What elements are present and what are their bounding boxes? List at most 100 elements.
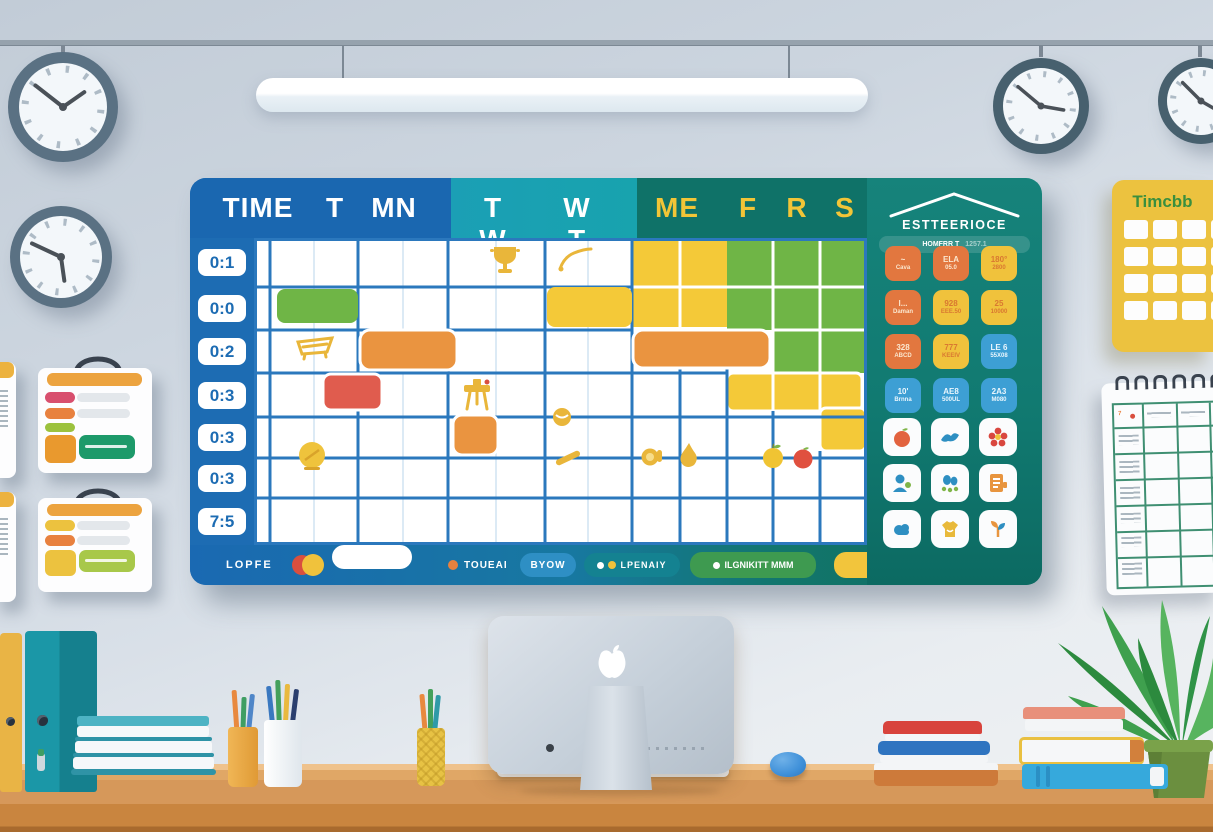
calendar-header-dot — [1130, 413, 1136, 419]
apple-yellow-icon — [763, 443, 783, 468]
calendar-header-scribble — [1181, 410, 1206, 417]
bird-icon — [931, 418, 969, 456]
card-line — [77, 536, 130, 545]
card-scribbles — [0, 518, 8, 558]
ball-icon — [553, 408, 571, 426]
legend-yellow-dot — [302, 554, 324, 576]
time-label: 0:3 — [198, 382, 246, 409]
header-segment-blue — [190, 178, 451, 238]
snail-icon — [641, 448, 662, 466]
calendar-title: Timcbb — [1132, 192, 1193, 211]
stat-badge: 2A3 M080 — [981, 378, 1017, 413]
calendar-scribble — [1118, 434, 1139, 446]
ceiling-rail — [0, 40, 1213, 46]
monitor-stand — [580, 686, 652, 790]
clock-hanger — [61, 45, 65, 57]
document-icon — [979, 464, 1017, 502]
cart-icon — [295, 336, 335, 361]
timetable-header: TIME T MN T W W T ME F R S — [190, 178, 867, 255]
card-block — [45, 435, 76, 463]
white-pencil-cup — [264, 720, 302, 787]
legend-item: ILGNIKITT MMM — [690, 552, 816, 578]
monitor-shadow — [520, 786, 720, 796]
mouse — [770, 752, 806, 777]
cloud-icon — [883, 510, 921, 548]
whistle-icon — [558, 247, 593, 272]
vent-dots — [638, 747, 708, 750]
calendar-scribble — [1119, 486, 1141, 500]
roof-icon — [889, 192, 1020, 218]
stat-badge: AE8 500UL — [933, 378, 969, 413]
card-tag — [45, 423, 75, 432]
person-icon — [883, 464, 921, 502]
flower-icon — [979, 418, 1017, 456]
stat-badge: 777 KEEIV — [933, 334, 969, 369]
card-block-line — [85, 559, 127, 562]
legend-blank-pill — [332, 545, 412, 569]
stat-badge: ELA 05.0 — [933, 246, 969, 281]
timetable-grid-section: TIME T MN T W W T ME F R S 0:1 0:0 0:2 0… — [190, 178, 1042, 585]
card-line — [77, 393, 130, 402]
shirt-icon — [931, 510, 969, 548]
card-block — [45, 550, 76, 576]
apple-icon — [883, 418, 921, 456]
header-cell: F — [738, 192, 758, 223]
power-port — [546, 744, 554, 752]
yellow-binder — [0, 633, 22, 792]
apple-red-icon — [793, 447, 813, 469]
header-cell: T W — [479, 192, 505, 255]
time-label: 7:5 — [198, 508, 246, 535]
calendar-header-mark: 7 — [1117, 411, 1122, 418]
stat-badges: ~ Cava ELA 05.0 180° 2800 l... Daman 928 EEE.… — [885, 246, 1025, 413]
legend-white-dot — [712, 561, 720, 569]
time-label: 0:0 — [198, 295, 246, 322]
wall-clock — [8, 52, 118, 162]
time-label: 0:2 — [198, 338, 246, 365]
card-line — [77, 521, 130, 530]
schedule-grid — [254, 238, 867, 545]
card-scribbles — [0, 390, 8, 430]
coin-icon — [299, 442, 325, 470]
wall-clock — [993, 58, 1089, 154]
card-block-line — [85, 445, 127, 448]
card-header-bar — [0, 492, 14, 507]
card-tag — [45, 535, 75, 546]
icon-tiles — [883, 418, 1027, 548]
clipboard-card-partial — [0, 492, 16, 602]
time-column: 0:1 0:0 0:2 0:3 0:3 0:3 7:5 — [190, 238, 254, 545]
legend-white-dot — [597, 561, 605, 569]
woven-pencil-cup — [417, 728, 445, 786]
card-header-bar — [47, 373, 142, 386]
stat-badge: 10' Brnna — [885, 378, 921, 413]
apple-logo-icon — [598, 645, 626, 678]
paw-icon — [931, 464, 969, 502]
calendar-scribble — [1121, 562, 1143, 576]
panel-title: ESTTEERIOCE — [902, 218, 1007, 232]
clipboard-card — [38, 498, 152, 592]
clipboard-card-partial — [0, 362, 16, 478]
card-tag — [45, 520, 75, 531]
calendar-table: 7 — [1111, 400, 1213, 590]
stat-badge: 328 ABCD — [885, 334, 921, 369]
time-label: 0:3 — [198, 465, 246, 492]
stat-badge: 928 EEE.50 — [933, 290, 969, 325]
header-cell: T — [325, 192, 345, 223]
card-line — [77, 409, 130, 418]
card-header-bar — [0, 362, 14, 378]
calendar-header-scribble — [1147, 411, 1172, 418]
wall-clock — [10, 206, 112, 308]
calendar-grid — [1124, 220, 1213, 320]
time-label: 0:3 — [198, 424, 246, 451]
clock-hanger — [1039, 45, 1043, 57]
timetable-board: TIME T MN T W W T ME F R S 0:1 0:0 0:2 0… — [190, 178, 1042, 585]
easel-icon — [464, 379, 490, 411]
card-tag — [45, 408, 75, 419]
calendar-scribble — [1120, 512, 1141, 524]
sprout-icon — [979, 510, 1017, 548]
desk-front — [0, 804, 1213, 832]
header-cell: MN — [371, 192, 417, 223]
calendar-scribble — [1119, 460, 1140, 474]
calendar-scribble — [1121, 536, 1142, 548]
light-wire — [788, 45, 790, 79]
clipboard-card — [38, 368, 152, 473]
